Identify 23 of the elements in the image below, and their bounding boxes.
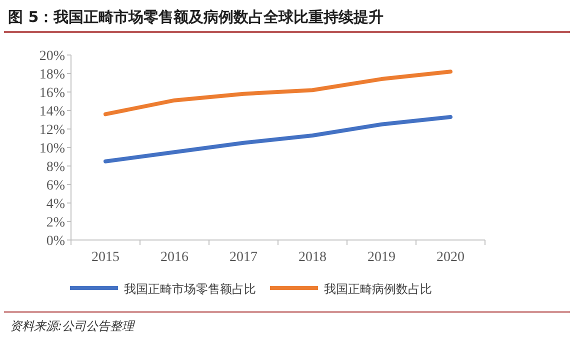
x-tick-label: 2017 bbox=[230, 250, 258, 265]
y-tick-label: 8% bbox=[46, 160, 66, 175]
text: 资料来源:公司公告整理 bbox=[10, 319, 136, 333]
y-tick-label: 2% bbox=[46, 216, 66, 230]
chart-title: 图 5：我国正畸市场零售额及病例数占全球比重持续提升 bbox=[8, 8, 384, 26]
line-series bbox=[104, 114, 452, 164]
x-tick-label: 2015 bbox=[92, 250, 120, 265]
y-tick-label: 0% bbox=[46, 234, 66, 249]
y-tick-label: 12% bbox=[39, 123, 66, 138]
line-series bbox=[104, 70, 452, 116]
legend-label: 我国正畸病例数占比 bbox=[324, 282, 432, 296]
x-tick-label: 2018 bbox=[298, 250, 326, 265]
x-tick-label: 2020 bbox=[436, 250, 464, 265]
y-tick-label: 20% bbox=[39, 49, 66, 64]
y-tick-label: 16% bbox=[39, 86, 66, 101]
y-tick-label: 6% bbox=[46, 178, 66, 194]
legend-label: 我国正畸市场零售额占比 bbox=[124, 282, 256, 296]
x-tick-label: 2016 bbox=[160, 250, 188, 265]
y-tick-label: 10% bbox=[39, 142, 66, 156]
y-tick-label: 18% bbox=[39, 68, 66, 82]
x-tick-label: 2019 bbox=[368, 250, 396, 265]
y-tick-label: 4% bbox=[46, 197, 66, 212]
y-tick-label: 14% bbox=[39, 104, 66, 120]
